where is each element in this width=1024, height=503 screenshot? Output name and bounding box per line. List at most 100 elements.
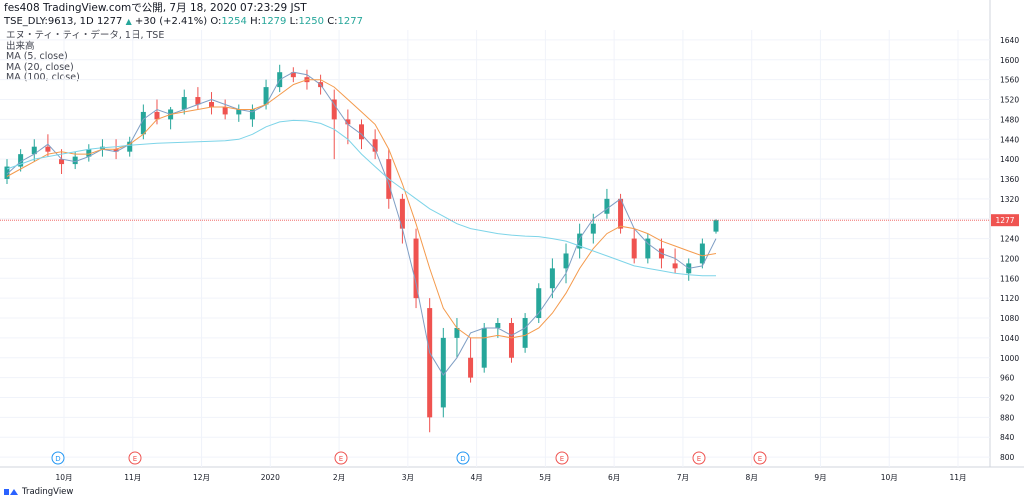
y-tick-label: 960 xyxy=(1000,374,1015,383)
event-marker-label: E xyxy=(339,455,343,463)
y-tick-label: 1080 xyxy=(1000,314,1019,323)
candle-body xyxy=(181,97,187,110)
candle-body xyxy=(140,111,146,135)
x-tick-label: 10月 xyxy=(881,473,898,482)
event-marker xyxy=(753,451,767,465)
candle-body xyxy=(604,198,610,214)
x-tick-label: 2月 xyxy=(333,473,345,482)
y-tick-label: 880 xyxy=(1000,413,1015,422)
low-value: 1250 xyxy=(298,16,324,27)
y-tick-label: 1360 xyxy=(1000,175,1019,184)
legend-ma100[interactable]: MA (100, close) xyxy=(6,72,80,83)
x-tick-label: 6月 xyxy=(608,473,620,482)
candle-body xyxy=(222,106,228,115)
event-marker xyxy=(692,451,706,465)
candle-body xyxy=(4,166,10,179)
open-label: O: xyxy=(210,16,222,27)
candle-body xyxy=(699,243,705,264)
candle-body xyxy=(195,97,201,105)
candle-body xyxy=(454,327,460,338)
price-change: +30 (+2.41%) xyxy=(134,16,208,27)
chart-header: fes408 TradingView.comで公開, 7月 18, 2020 0… xyxy=(4,2,363,28)
x-tick-label: 8月 xyxy=(746,473,758,482)
candle-body xyxy=(154,111,160,120)
candle-body xyxy=(481,327,487,368)
candle-body xyxy=(331,99,337,120)
indicator-legend: エヌ・ティ・ティ・データ, 1日, TSE 出来高 MA (5, close) … xyxy=(6,30,165,84)
y-tick-label: 1240 xyxy=(1000,235,1019,244)
candle-body xyxy=(522,318,528,348)
event-marker xyxy=(456,451,470,465)
ma-line-1 xyxy=(6,79,717,339)
ma-line-2 xyxy=(6,119,716,277)
event-marker-label: E xyxy=(758,455,762,463)
legend-title[interactable]: エヌ・ティ・ティ・データ, 1日, TSE xyxy=(6,30,165,41)
candle-body xyxy=(631,238,637,259)
candle-body xyxy=(236,109,242,115)
candle-body xyxy=(72,156,78,165)
candle-body xyxy=(86,149,92,157)
x-tick-label: 5月 xyxy=(539,473,551,482)
x-tick-label: 4月 xyxy=(470,473,482,482)
last-price-badge xyxy=(991,214,1019,227)
candle-body xyxy=(249,109,255,120)
event-marker-label: E xyxy=(560,455,564,463)
legend-ma20[interactable]: MA (20, close) xyxy=(6,61,74,73)
x-tick-label: 3月 xyxy=(402,473,414,482)
candle-body xyxy=(372,139,378,152)
candle-body xyxy=(468,357,474,378)
footer-brand: TradingView xyxy=(22,487,74,497)
candle-body xyxy=(618,198,624,229)
event-marker-label: E xyxy=(697,455,701,463)
open-value: 1254 xyxy=(221,16,247,27)
legend-ma5[interactable]: MA (5, close) xyxy=(6,51,68,62)
legend-volume[interactable]: 出来高 xyxy=(6,40,35,52)
y-tick-label: 1400 xyxy=(1000,155,1019,164)
candle-body xyxy=(59,159,65,165)
event-marker xyxy=(555,451,569,465)
y-tick-label: 1120 xyxy=(1000,294,1019,303)
close-value: 1277 xyxy=(337,16,363,27)
candle-body xyxy=(590,223,596,234)
candle-body xyxy=(209,102,215,107)
x-tick-label: 7月 xyxy=(677,473,689,482)
y-tick-label: 1200 xyxy=(1000,254,1019,263)
candle-body xyxy=(508,322,514,358)
x-tick-label: 10月 xyxy=(55,473,72,482)
x-tick-label: 2020 xyxy=(261,473,280,482)
candle-body xyxy=(263,87,269,105)
event-marker-label: D xyxy=(55,455,60,463)
event-marker xyxy=(334,451,348,465)
y-tick-label: 840 xyxy=(1000,433,1015,442)
candle-body xyxy=(113,149,119,152)
candle-body xyxy=(645,238,651,259)
x-tick-label: 11月 xyxy=(949,473,966,482)
ohlc-line: TSE_DLY:9613, 1D 1277 ▲ +30 (+2.41%) O:1… xyxy=(4,15,363,28)
y-tick-label: 1520 xyxy=(1000,96,1019,105)
candle-body xyxy=(45,146,51,152)
candle-body xyxy=(536,288,542,319)
candle-body xyxy=(549,268,555,289)
low-label: L: xyxy=(289,16,299,27)
publish-line: fes408 TradingView.comで公開, 7月 18, 2020 0… xyxy=(4,2,307,14)
event-marker xyxy=(128,451,142,465)
last-price: 1277 xyxy=(96,16,123,27)
y-tick-label: 920 xyxy=(1000,393,1015,402)
x-tick-label: 9月 xyxy=(814,473,826,482)
candle-body xyxy=(127,141,133,152)
candle-body xyxy=(290,72,296,78)
candle-body xyxy=(18,154,24,167)
high-value: 1279 xyxy=(260,16,287,27)
candle-body xyxy=(563,253,569,269)
tradingview-logo-icon xyxy=(4,488,19,496)
candle-body xyxy=(345,119,351,125)
y-tick-label: 1320 xyxy=(1000,195,1019,204)
y-tick-label: 1000 xyxy=(1000,354,1019,363)
candle-body xyxy=(413,238,419,299)
up-arrow-icon: ▲ xyxy=(125,17,132,26)
event-marker xyxy=(51,451,65,465)
high-label: H: xyxy=(250,16,261,27)
candle-body xyxy=(399,198,405,229)
x-tick-label: 12月 xyxy=(193,473,210,482)
